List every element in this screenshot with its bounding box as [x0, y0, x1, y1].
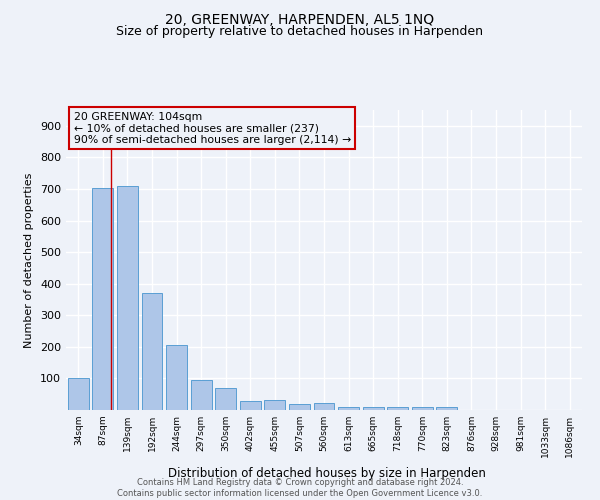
- Bar: [265, 400, 286, 410]
- Bar: [166, 346, 187, 410]
- Bar: [314, 403, 334, 410]
- Bar: [240, 401, 261, 410]
- Bar: [117, 186, 138, 410]
- Text: 20 GREENWAY: 104sqm
← 10% of detached houses are smaller (237)
90% of semi-detac: 20 GREENWAY: 104sqm ← 10% of detached ho…: [74, 112, 351, 144]
- Bar: [362, 408, 383, 410]
- Text: Contains HM Land Registry data © Crown copyright and database right 2024.
Contai: Contains HM Land Registry data © Crown c…: [118, 478, 482, 498]
- Bar: [412, 407, 433, 410]
- Bar: [387, 408, 408, 410]
- Text: Size of property relative to detached houses in Harpenden: Size of property relative to detached ho…: [116, 25, 484, 38]
- Bar: [68, 378, 89, 410]
- Bar: [436, 408, 457, 410]
- Text: 20, GREENWAY, HARPENDEN, AL5 1NQ: 20, GREENWAY, HARPENDEN, AL5 1NQ: [166, 12, 434, 26]
- Bar: [215, 388, 236, 410]
- Bar: [338, 407, 359, 410]
- Y-axis label: Number of detached properties: Number of detached properties: [25, 172, 34, 348]
- Bar: [289, 404, 310, 410]
- Text: Distribution of detached houses by size in Harpenden: Distribution of detached houses by size …: [168, 467, 486, 480]
- Bar: [191, 380, 212, 410]
- Bar: [92, 188, 113, 410]
- Bar: [142, 293, 163, 410]
